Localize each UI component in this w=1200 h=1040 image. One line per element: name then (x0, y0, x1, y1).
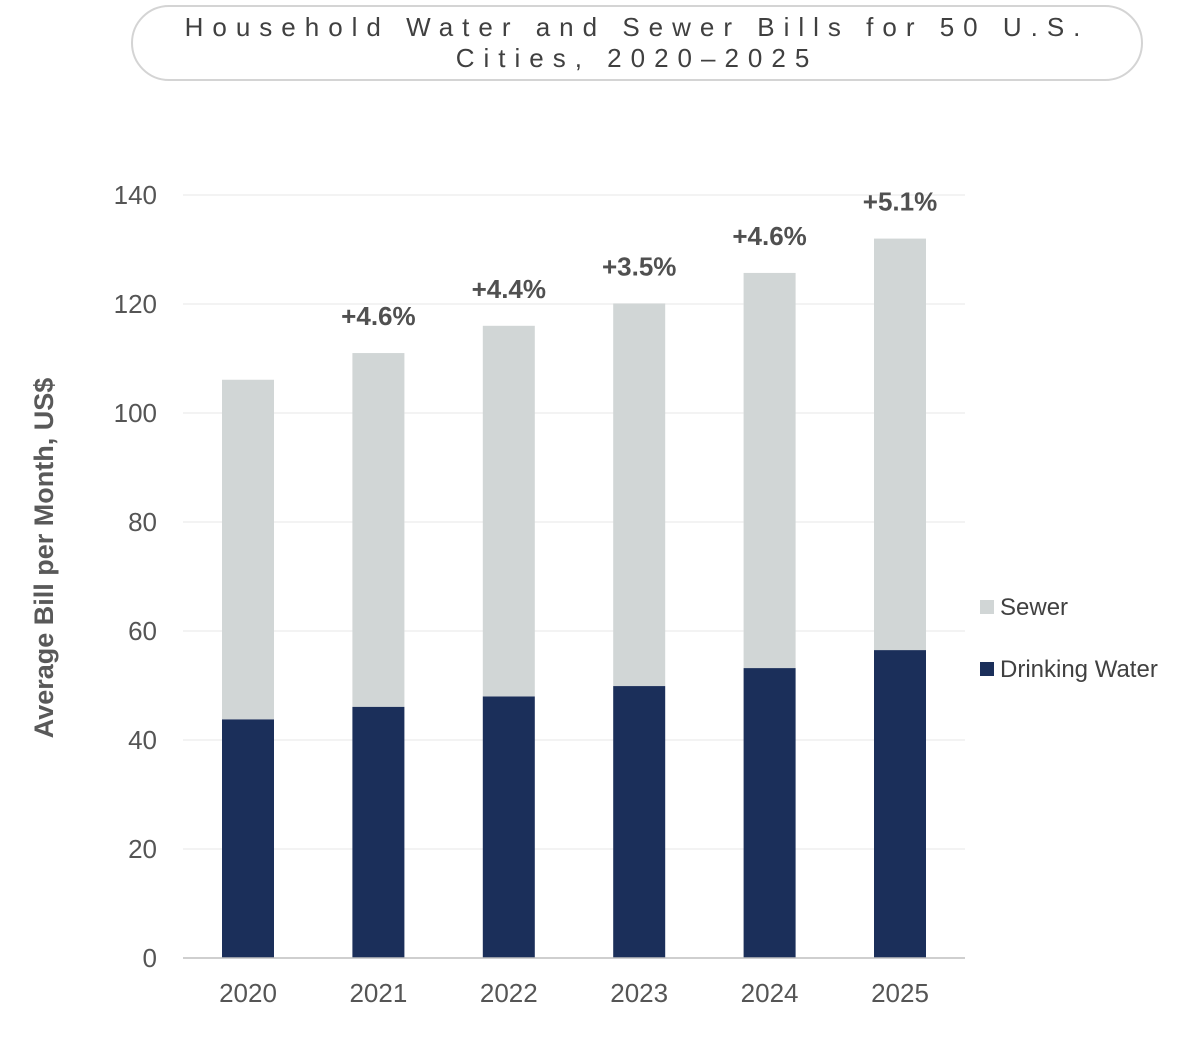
growth-annotation-2023: +3.5% (602, 251, 676, 281)
y-tick-label: 80 (128, 507, 157, 537)
chart-title-box: Household Water and Sewer Bills for 50 U… (131, 5, 1143, 81)
growth-annotation-2025: +5.1% (863, 187, 937, 217)
bar-sewer-2023 (613, 303, 666, 687)
axis-layer: 0 20 40 60 80 100 120 140 2020 2021 2022 2023 2024 20… (114, 180, 965, 1008)
legend-label-drinking-water: Drinking Water (1000, 656, 1158, 683)
y-tick-label: 100 (114, 398, 157, 428)
legend-layer: Sewer Drinking Water (980, 594, 1158, 683)
y-axis-label: Average Bill per Month, US$ (29, 378, 59, 739)
y-tick-label: 40 (128, 725, 157, 755)
chart-title: Household Water and Sewer Bills for 50 U… (184, 12, 1090, 73)
bar-sewer-2021 (352, 353, 405, 707)
y-tick-label: 120 (114, 289, 157, 319)
x-tick-label: 2023 (610, 978, 668, 1008)
x-tick-label: 2025 (871, 978, 929, 1008)
x-tick-label: 2024 (741, 978, 799, 1008)
grid-layer (183, 194, 965, 850)
bar-drinking-water-2021 (352, 706, 405, 958)
bar-drinking-water-2022 (482, 696, 535, 958)
x-tick-label: 2021 (349, 978, 407, 1008)
y-tick-label: 140 (114, 180, 157, 210)
growth-annotation-2024: +4.6% (732, 221, 806, 251)
bar-sewer-2022 (482, 325, 535, 697)
bar-drinking-water-2024 (743, 668, 796, 958)
y-tick-label: 20 (128, 834, 157, 864)
bar-sewer-2020 (222, 379, 274, 720)
bar-sewer-2025 (874, 238, 926, 651)
bar-layer (222, 238, 926, 958)
legend-label-sewer: Sewer (1000, 594, 1068, 621)
growth-annotation-2022: +4.4% (472, 274, 546, 304)
bar-drinking-water-2020 (222, 719, 274, 958)
label-layer: +4.6% +4.4% +3.5% +4.6% +5.1% (341, 187, 937, 331)
x-tick-label: 2020 (219, 978, 277, 1008)
bar-drinking-water-2023 (613, 686, 666, 958)
y-tick-label: 0 (143, 943, 157, 973)
y-tick-label: 60 (128, 616, 157, 646)
legend-swatch-sewer (980, 600, 994, 614)
bar-sewer-2024 (743, 272, 796, 669)
bar-drinking-water-2025 (874, 650, 926, 958)
x-tick-label: 2022 (480, 978, 538, 1008)
legend-swatch-drinking-water (980, 662, 994, 676)
growth-annotation-2021: +4.6% (341, 301, 415, 331)
